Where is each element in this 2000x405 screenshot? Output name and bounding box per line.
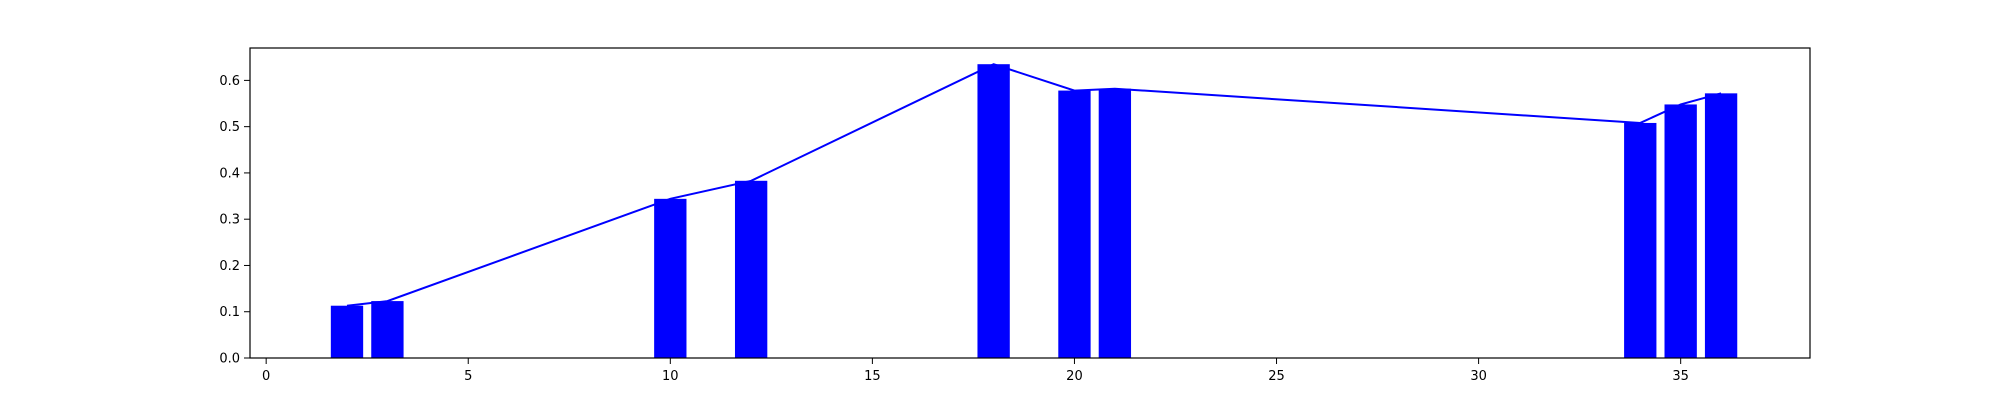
bar — [734, 180, 768, 358]
line-layer — [346, 63, 1722, 307]
bar — [1664, 104, 1697, 359]
x-tick-label: 30 — [1470, 369, 1487, 384]
bar — [1704, 93, 1738, 358]
y-tick-label: 0.5 — [219, 120, 240, 135]
x-tick-label: 15 — [864, 369, 881, 384]
axes-layer: 0 5 10 15 20 25 30 35 0.0 0.1 0.2 0.3 0.4 0.5 0.6 — [219, 47, 1811, 384]
bar — [977, 64, 1010, 358]
y-tick-label: 0.2 — [219, 259, 240, 274]
bar — [1624, 122, 1657, 358]
bar — [330, 305, 364, 358]
bar — [1058, 90, 1091, 358]
plot-frame — [249, 47, 1811, 359]
x-tick-label: 10 — [662, 369, 679, 384]
x-tick-label: 5 — [464, 369, 472, 384]
y-tick-label: 0.4 — [219, 166, 240, 181]
y-tick-label: 0.6 — [219, 74, 240, 89]
y-tick-label: 0.3 — [219, 213, 240, 228]
series-line — [346, 63, 1722, 307]
x-tick-label: 20 — [1066, 369, 1083, 384]
y-tick-label: 0.0 — [219, 352, 240, 367]
x-tick-label: 35 — [1672, 369, 1689, 384]
bars-layer — [330, 64, 1738, 359]
x-tick-label: 25 — [1268, 369, 1285, 384]
bar — [1098, 88, 1132, 358]
y-tick-label: 0.1 — [219, 305, 240, 320]
bar — [654, 198, 687, 358]
bar — [371, 301, 404, 358]
x-tick-label: 0 — [262, 369, 270, 384]
